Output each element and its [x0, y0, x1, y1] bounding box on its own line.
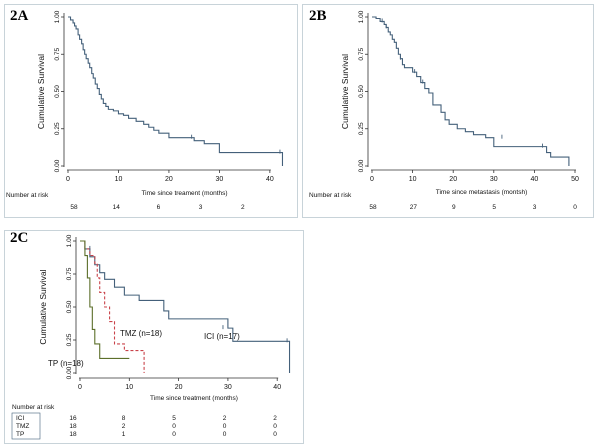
y-tick-label-2a: 0.75: [54, 48, 61, 61]
risk-count-2c: 2: [223, 415, 227, 422]
risk-table-label-2c: Number at risk: [12, 404, 55, 411]
x-tick-label-2b: 30: [490, 176, 498, 183]
y-tick-label-2b: 0.25: [358, 122, 365, 135]
x-tick-label-2a: 20: [165, 176, 173, 183]
y-tick-label-2c: 0.25: [66, 333, 73, 346]
y-axis-title-2a: Cumulative Survival: [36, 54, 46, 129]
risk-count-2c: 8: [122, 415, 126, 422]
x-tick-label-2b: 0: [370, 176, 374, 183]
risk-count-2c: 2: [273, 415, 277, 422]
x-tick-label-2b: 50: [571, 176, 579, 183]
y-tick-label-2b: 0.00: [358, 159, 365, 172]
panel-2a-frame: [4, 4, 298, 218]
panel-label-2b: 2B: [309, 8, 327, 24]
risk-count-2c: 0: [273, 423, 277, 430]
y-tick-label-2c: 0.00: [66, 366, 73, 379]
y-tick-label-2b: 1.00: [358, 10, 365, 23]
risk-count-2c: 2: [122, 423, 126, 430]
panel-label-2a: 2A: [10, 8, 29, 24]
risk-count-2a: 3: [199, 204, 203, 211]
panel-2b-frame: [302, 4, 594, 218]
x-tick-label-2c: 20: [175, 384, 183, 391]
survival-curve-2c-0: [80, 240, 291, 373]
risk-count-2b: 5: [492, 204, 496, 211]
risk-row-name-2c: TP: [16, 431, 24, 438]
risk-count-2c: 0: [172, 431, 176, 438]
y-tick-label-2b: 0.75: [358, 48, 365, 61]
risk-count-2b: 58: [369, 204, 377, 211]
risk-count-2c: 0: [273, 431, 277, 438]
risk-count-2b: 27: [410, 204, 418, 211]
panel-label-2c: 2C: [10, 230, 29, 246]
x-tick-label-2a: 40: [266, 176, 274, 183]
x-tick-label-2a: 30: [215, 176, 223, 183]
x-tick-label-2c: 40: [273, 384, 281, 391]
risk-count-2c: 16: [69, 415, 77, 422]
risk-count-2c: 18: [69, 423, 77, 430]
risk-row-name-2c: ICI: [16, 415, 25, 422]
x-tick-label-2a: 0: [66, 176, 70, 183]
y-tick-label-2a: 0.50: [54, 85, 61, 98]
y-tick-label-2a: 1.00: [54, 10, 61, 23]
panel-2c-frame: [4, 230, 304, 444]
y-tick-label-2c: 1.00: [66, 234, 73, 247]
y-tick-label-2c: 0.75: [66, 267, 73, 280]
risk-count-2c: 18: [69, 431, 77, 438]
survival-curve-2c-2: [80, 240, 130, 360]
x-tick-label-2a: 10: [115, 176, 123, 183]
x-tick-label-2c: 0: [78, 384, 82, 391]
risk-count-2a: 6: [157, 204, 161, 211]
x-axis-title-2c: Time since treatment (months): [150, 395, 238, 402]
survival-curve-2a-0: [68, 16, 284, 166]
risk-count-2b: 9: [452, 204, 456, 211]
x-tick-label-2c: 10: [125, 384, 133, 391]
risk-table-label-2b: Number at risk: [309, 192, 352, 199]
risk-count-2b: 0: [573, 204, 577, 211]
series-label-2c-1: TMZ (n=18): [120, 329, 162, 338]
y-tick-label-2a: 0.00: [54, 159, 61, 172]
x-axis-title-2a: Time since treament (months): [141, 190, 227, 197]
risk-count-2c: 5: [172, 415, 176, 422]
x-tick-label-2c: 30: [224, 384, 232, 391]
risk-count-2b: 3: [533, 204, 537, 211]
series-label-2c-2: TP (n=18): [48, 359, 84, 368]
x-tick-label-2b: 20: [449, 176, 457, 183]
x-tick-label-2b: 40: [531, 176, 539, 183]
survival-curve-2c-1: [80, 240, 145, 373]
y-axis-title-2b: Cumulative Survival: [340, 54, 350, 129]
x-axis-title-2b: Time since metastasis (montsh): [436, 189, 528, 196]
risk-legend-box-2c: [11, 412, 41, 440]
risk-row-name-2c: TMZ: [16, 423, 29, 430]
risk-count-2a: 58: [70, 204, 78, 211]
y-tick-label-2a: 0.25: [54, 122, 61, 135]
risk-count-2c: 0: [223, 431, 227, 438]
series-label-2c-0: ICI (n=17): [204, 332, 240, 341]
risk-table-label-2a: Number at risk: [6, 192, 49, 199]
y-axis-title-2c: Cumulative Survival: [38, 269, 48, 344]
survival-curve-2b-0: [372, 16, 570, 166]
risk-count-2a: 14: [113, 204, 121, 211]
x-tick-label-2b: 10: [409, 176, 417, 183]
y-tick-label-2c: 0.50: [66, 300, 73, 313]
risk-count-2c: 1: [122, 431, 126, 438]
risk-count-2a: 2: [241, 204, 245, 211]
y-tick-label-2b: 0.50: [358, 85, 365, 98]
risk-count-2c: 0: [223, 423, 227, 430]
risk-count-2c: 0: [172, 423, 176, 430]
